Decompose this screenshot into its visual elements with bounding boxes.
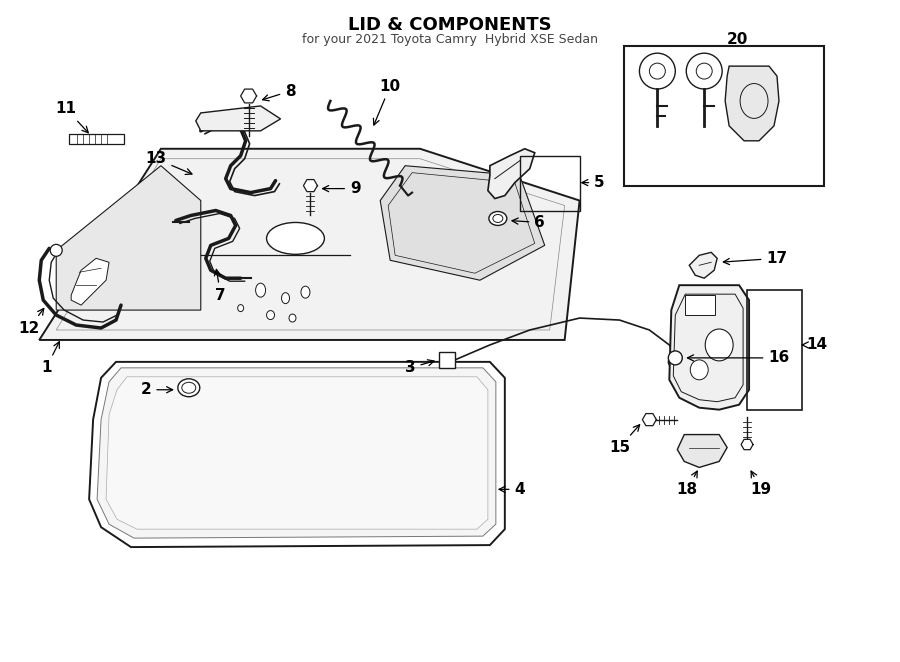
Circle shape [650, 63, 665, 79]
Ellipse shape [493, 214, 503, 222]
Polygon shape [196, 106, 281, 131]
Text: 4: 4 [499, 482, 525, 497]
Text: 1: 1 [41, 342, 59, 375]
Polygon shape [678, 434, 727, 467]
Polygon shape [689, 252, 717, 278]
Text: 14: 14 [802, 338, 827, 352]
Text: LID & COMPONENTS: LID & COMPONENTS [348, 17, 552, 34]
Text: 12: 12 [19, 308, 44, 336]
Polygon shape [97, 368, 496, 538]
Text: 19: 19 [751, 471, 771, 497]
Ellipse shape [182, 382, 196, 393]
Bar [520, 156, 580, 211]
Circle shape [50, 244, 62, 256]
Text: 10: 10 [374, 79, 400, 125]
Text: 7: 7 [214, 269, 226, 303]
Text: 20: 20 [726, 32, 748, 47]
Bar [625, 46, 824, 185]
Circle shape [669, 356, 680, 368]
Ellipse shape [266, 222, 324, 254]
Ellipse shape [238, 305, 244, 312]
Bar [69, 134, 124, 144]
Text: 16: 16 [688, 350, 789, 365]
Circle shape [687, 53, 722, 89]
Polygon shape [89, 362, 505, 547]
Polygon shape [40, 149, 580, 340]
Bar [747, 290, 802, 410]
Text: 13: 13 [145, 151, 192, 175]
Text: 9: 9 [322, 181, 361, 196]
Text: 11: 11 [56, 101, 88, 133]
Polygon shape [56, 166, 201, 310]
Ellipse shape [266, 310, 274, 320]
Polygon shape [71, 258, 109, 305]
Ellipse shape [489, 211, 507, 226]
Polygon shape [106, 377, 488, 529]
Text: 2: 2 [140, 382, 173, 397]
Text: 3: 3 [405, 359, 434, 375]
Bar [685, 295, 716, 315]
Polygon shape [670, 285, 749, 410]
Text: for your 2021 Toyota Camry  Hybrid XSE Sedan: for your 2021 Toyota Camry Hybrid XSE Se… [302, 33, 598, 46]
Text: 6: 6 [512, 215, 545, 230]
Polygon shape [240, 89, 256, 103]
Ellipse shape [690, 360, 708, 380]
Text: 5: 5 [581, 175, 605, 190]
Polygon shape [725, 66, 779, 141]
Text: 18: 18 [677, 471, 698, 497]
Polygon shape [643, 414, 656, 426]
Text: 8: 8 [263, 83, 296, 101]
Ellipse shape [178, 379, 200, 397]
Text: 17: 17 [724, 251, 788, 266]
Ellipse shape [282, 293, 290, 304]
Ellipse shape [706, 329, 734, 361]
Ellipse shape [289, 314, 296, 322]
Polygon shape [741, 440, 753, 449]
Ellipse shape [256, 283, 266, 297]
Ellipse shape [301, 286, 310, 298]
Circle shape [669, 351, 682, 365]
Bar [439, 352, 455, 368]
Text: 15: 15 [609, 425, 640, 455]
Circle shape [639, 53, 675, 89]
Polygon shape [303, 179, 318, 192]
Polygon shape [380, 166, 544, 280]
Polygon shape [488, 149, 535, 199]
Circle shape [697, 63, 712, 79]
